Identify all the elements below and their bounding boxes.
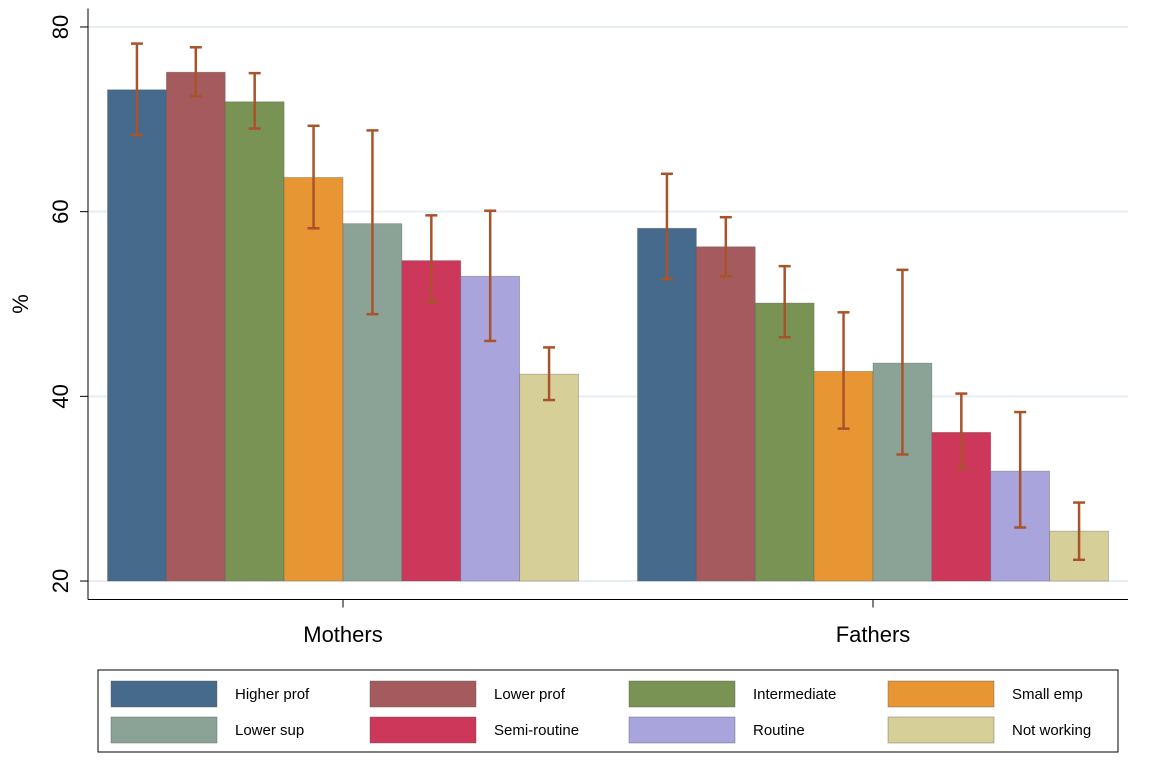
legend-label: Routine (753, 722, 805, 739)
legend-label: Semi-routine (494, 722, 579, 739)
bar (401, 260, 462, 582)
legend-swatch (369, 680, 477, 708)
y-tick-label: 80 (48, 15, 73, 39)
x-tick-label: Mothers (303, 622, 382, 647)
y-axis-label: % (8, 294, 33, 314)
legend-swatch (887, 716, 995, 744)
bar (695, 246, 756, 582)
legend-swatch (110, 716, 218, 744)
legend-label: Intermediate (753, 686, 836, 703)
y-tick-label: 60 (48, 199, 73, 223)
legend-label: Lower prof (494, 686, 566, 703)
legend-label: Small emp (1012, 686, 1083, 703)
legend-swatch (628, 716, 736, 744)
legend-label: Lower sup (235, 722, 304, 739)
legend-label: Not working (1012, 722, 1091, 739)
y-tick-label: 20 (48, 569, 73, 593)
bar (107, 89, 167, 582)
legend-swatch (887, 680, 995, 708)
bar (519, 373, 579, 582)
bar (637, 227, 697, 582)
bar (283, 177, 344, 582)
legend-label: Higher prof (235, 686, 310, 703)
bar (754, 302, 815, 582)
legend-swatch (628, 680, 736, 708)
legend-swatch (110, 680, 218, 708)
bar (165, 71, 226, 582)
legend-swatch (369, 716, 477, 744)
y-tick-label: 40 (48, 384, 73, 408)
x-tick-label: Fathers (836, 622, 911, 647)
bar (224, 101, 285, 582)
